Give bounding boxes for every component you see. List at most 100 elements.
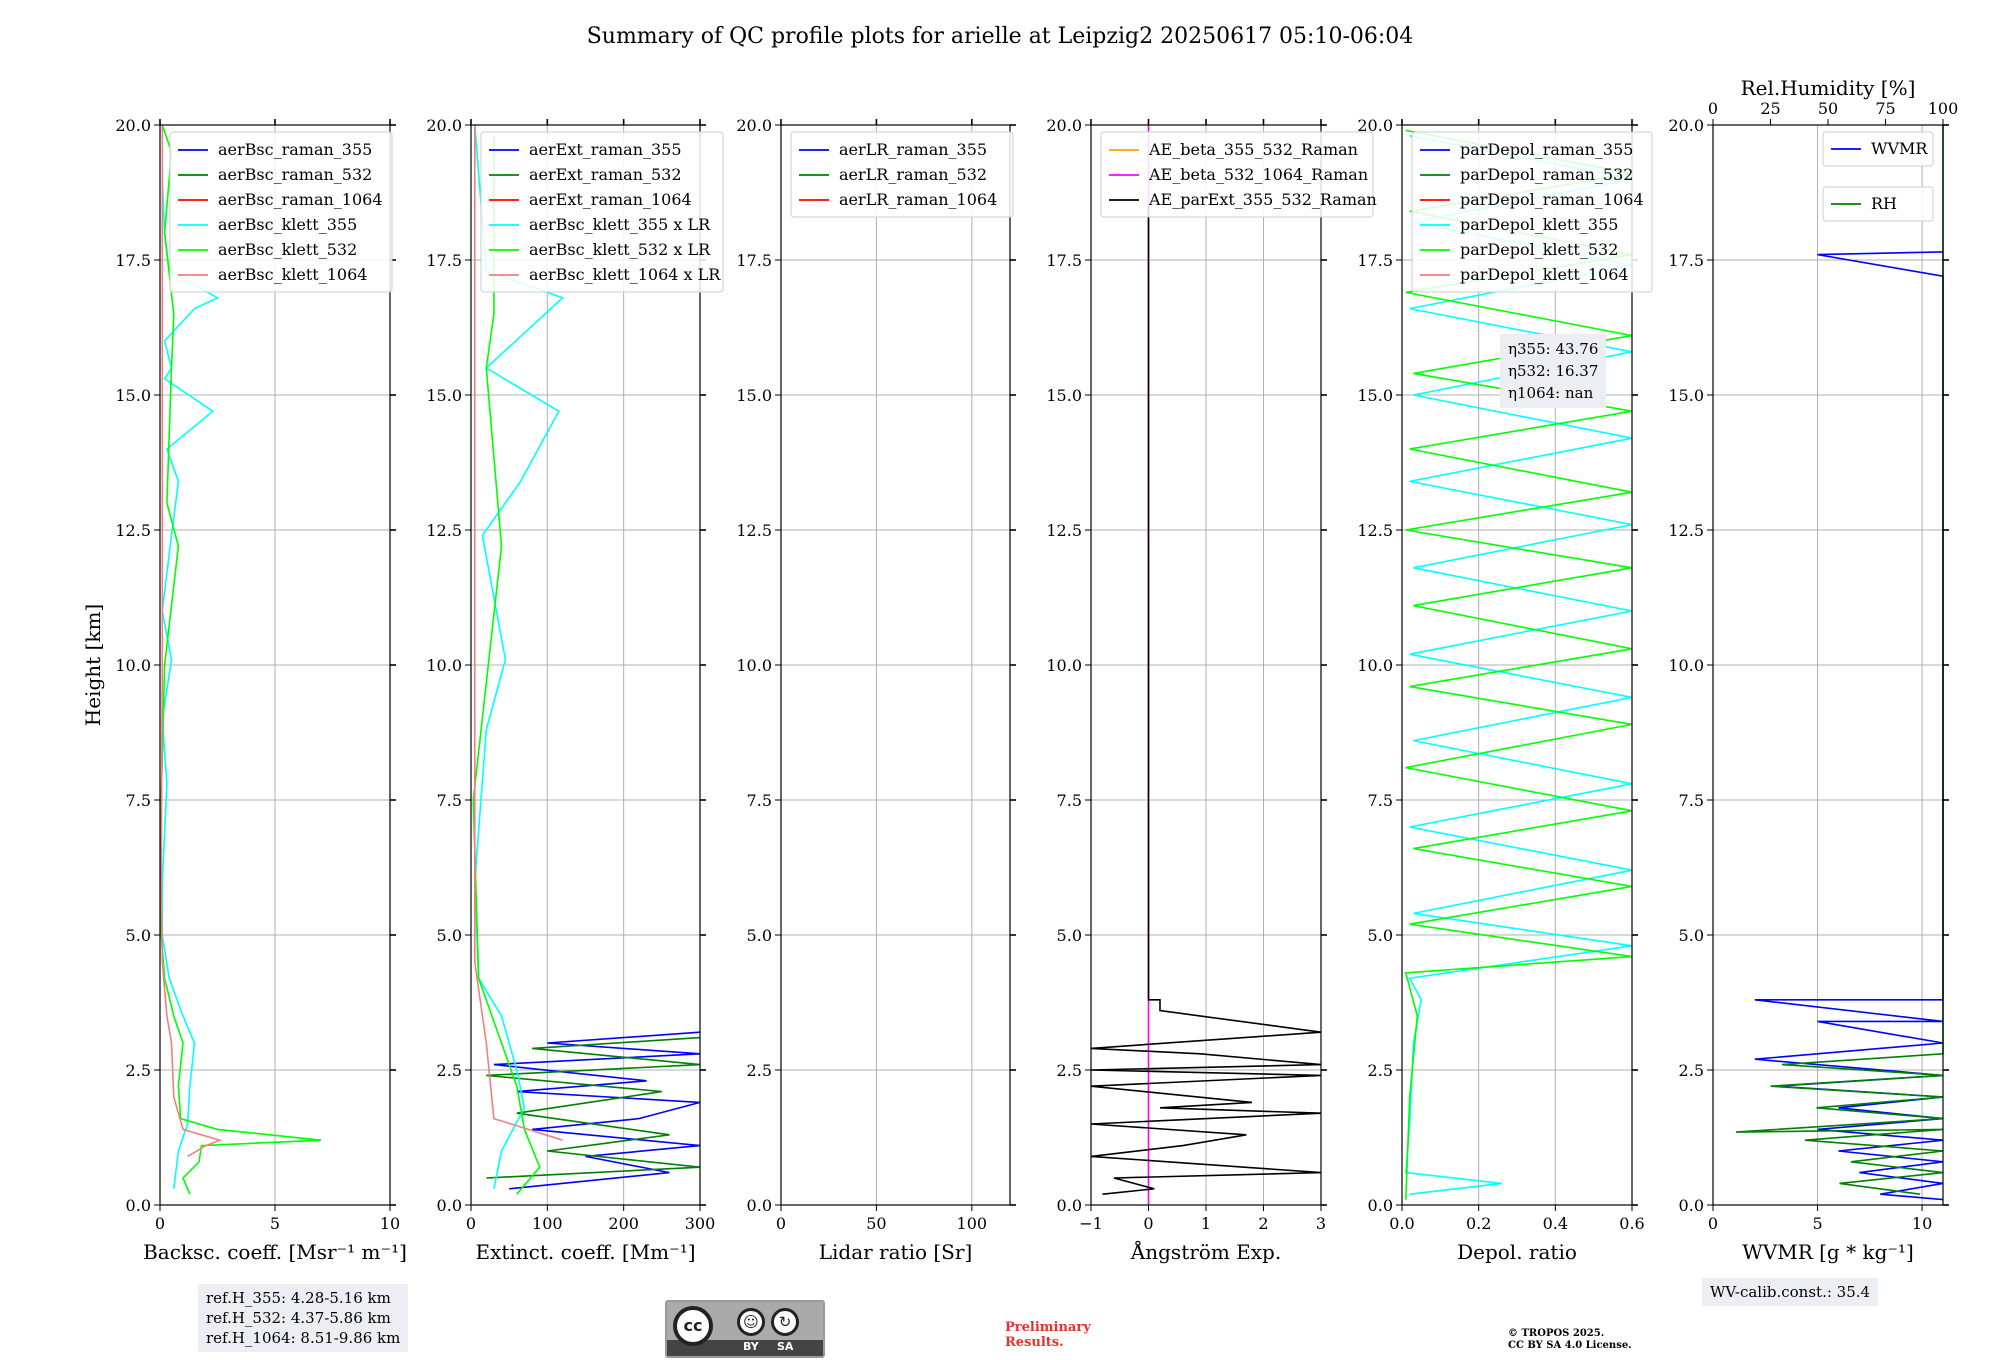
x2-tick-label-0: 0 (1708, 99, 1718, 118)
eta-box: η355: 43.76 η532: 16.37 η1064: nan (1500, 334, 1607, 408)
ref-height-532: ref.H_532: 4.37-5.86 km (206, 1309, 391, 1327)
y-tick-label-3: 7.5 (747, 791, 772, 810)
y-tick-label-6: 15.0 (736, 386, 772, 405)
legend-box-6-1 (1822, 186, 1934, 222)
y-tick-label-0: 0.0 (1057, 1196, 1082, 1215)
legend-label-1: aerBsc_raman_532 (218, 165, 372, 184)
legend-label-5: parDepol_klett_1064 (1460, 265, 1629, 284)
x2-tick-label-1: 25 (1760, 99, 1780, 118)
y-tick-label-5: 12.5 (1357, 521, 1393, 540)
copyright-line-1: © TROPOS 2025. (1508, 1328, 1605, 1339)
cc-icon: cc (673, 1306, 713, 1346)
y-tick-label-5: 12.5 (426, 521, 462, 540)
y-tick-label-1: 2.5 (1057, 1061, 1082, 1080)
legend-label-5: aerBsc_klett_1064 (218, 265, 367, 284)
series-line-6-0 (1754, 251, 1944, 1201)
x-tick-label-2: 200 (608, 1214, 639, 1233)
series-line-1-4 (160, 124, 322, 1195)
series-line-1-3 (161, 125, 220, 1189)
x-tick-label-1: 100 (532, 1214, 563, 1233)
legend-label-4: parDepol_klett_532 (1460, 240, 1618, 259)
y-tick-label-3: 7.5 (1368, 791, 1393, 810)
legend-label-4: aerBsc_klett_532 x LR (529, 240, 711, 259)
y-tick-label-1: 2.5 (437, 1061, 462, 1080)
x-tick-label-1: 50 (866, 1214, 886, 1233)
panel-1: 0.0 2.5 5.0 7.5 10.0 12.5 15.0 17.5 20.0 0 5 10 Back… (115, 116, 407, 1264)
y-tick-label-4: 10.0 (1668, 656, 1704, 675)
panels: 0.02.55.07.510.012.515.017.520.00 5 10Back… (115, 76, 1958, 1264)
y-tick-label-4: 10.0 (426, 656, 462, 675)
legend-box-2 (480, 131, 724, 293)
x-tick-label-0: 0 (776, 1214, 786, 1233)
series-line-1-5 (160, 125, 223, 1158)
y-tick-label-0: 0.0 (126, 1196, 151, 1215)
y-tick-label-7: 17.5 (1357, 251, 1393, 270)
legend-label-2: aerBsc_raman_1064 (218, 190, 383, 209)
y-tick-label-5: 12.5 (736, 521, 772, 540)
eta-355: η355: 43.76 (1508, 340, 1599, 358)
y-tick-label-1: 2.5 (126, 1061, 151, 1080)
y-tick-label-7: 17.5 (115, 251, 151, 270)
x-tick-label-2: 0.4 (1543, 1214, 1568, 1233)
y-tick-label-5: 12.5 (115, 521, 151, 540)
legend-label-6-0: WVMR (1871, 139, 1928, 158)
series-line-2-0 (493, 1031, 701, 1190)
legend-box-3 (790, 131, 1014, 218)
x2-tick-label-4: 100 (1928, 99, 1959, 118)
by-person-icon: ☺ (737, 1308, 765, 1336)
x-tick-label-0: 0 (466, 1214, 476, 1233)
legend-label-6-1: RH (1871, 194, 1897, 213)
figure-title: Summary of QC profile plots for arielle … (587, 24, 1414, 49)
x-tick-label-0: 0.0 (1389, 1214, 1414, 1233)
y-tick-label-2: 5.0 (1057, 926, 1082, 945)
x-tick-label-2: 10 (380, 1214, 400, 1233)
x-axis-label-2: Extinct. coeff. [Mm⁻¹] (475, 1240, 695, 1264)
y-tick-label-5: 12.5 (1046, 521, 1082, 540)
x-tick-label-3: 300 (685, 1214, 716, 1233)
y-tick-label-1: 2.5 (1679, 1061, 1704, 1080)
y-tick-label-0: 0.0 (437, 1196, 462, 1215)
y-tick-label-4: 10.0 (1046, 656, 1082, 675)
legend-label-0: AE_beta_355_532_Raman (1148, 140, 1358, 159)
x-axis-label-5: Depol. ratio (1457, 1240, 1577, 1264)
by-label: BY (743, 1340, 759, 1353)
legend-label-4: aerBsc_klett_532 (218, 240, 357, 259)
x2-tick-label-2: 50 (1818, 99, 1838, 118)
legend-label-0: aerBsc_raman_355 (218, 140, 372, 159)
y-tick-label-7: 17.5 (426, 251, 462, 270)
y-tick-label-7: 17.5 (1046, 251, 1082, 270)
legend-box-6-0 (1822, 131, 1934, 167)
y-tick-label-0: 0.0 (1679, 1196, 1704, 1215)
x2-axis-label: Rel.Humidity [%] (1741, 76, 1916, 100)
panel-2: 0.0 2.5 5.0 7.5 10.0 12.5 15.0 17.5 20.0 0 100 200 3… (426, 116, 724, 1264)
x-tick-label-3: 2 (1258, 1214, 1268, 1233)
y-tick-label-8: 20.0 (736, 116, 772, 135)
wv-calib-text: WV-calib.const.: 35.4 (1710, 1283, 1871, 1301)
ref-height-1064: ref.H_1064: 8.51-9.86 km (206, 1329, 401, 1347)
series-line-2-5 (473, 125, 563, 1141)
x-tick-label-2: 1 (1201, 1214, 1211, 1233)
series-line-5-4 (1404, 129, 1633, 1200)
legend-label-1: aerExt_raman_532 (529, 165, 682, 184)
y-tick-label-5: 12.5 (1668, 521, 1704, 540)
legend-label-2: parDepol_raman_1064 (1460, 190, 1644, 209)
y-tick-label-2: 5.0 (126, 926, 151, 945)
x-tick-label-0: 0 (1708, 1214, 1718, 1233)
x-tick-label-1: 5 (1812, 1214, 1822, 1233)
x-tick-label-1: 5 (270, 1214, 280, 1233)
y-tick-label-3: 7.5 (1057, 791, 1082, 810)
y-tick-label-6: 15.0 (115, 386, 151, 405)
y-tick-label-3: 7.5 (437, 791, 462, 810)
x-tick-label-1: 0 (1143, 1214, 1153, 1233)
legend-label-1: aerLR_raman_532 (839, 165, 987, 184)
y-tick-label-1: 2.5 (1368, 1061, 1393, 1080)
y-tick-label-4: 10.0 (1357, 656, 1393, 675)
ref-height-box: ref.H_355: 4.28-5.16 km ref.H_532: 4.37-… (198, 1284, 409, 1352)
legend-label-3: aerBsc_klett_355 (218, 215, 357, 234)
panel-5: 0.0 2.5 5.0 7.5 10.0 12.5 15.0 17.5 20.0 0.0 0.2 0.… (1357, 116, 1653, 1264)
y-tick-label-8: 20.0 (426, 116, 462, 135)
ref-height-355: ref.H_355: 4.28-5.16 km (206, 1289, 391, 1307)
legend-box-1 (169, 131, 393, 293)
legend-label-0: aerExt_raman_355 (529, 140, 682, 159)
x-axis-label-3: Lidar ratio [Sr] (819, 1240, 973, 1264)
